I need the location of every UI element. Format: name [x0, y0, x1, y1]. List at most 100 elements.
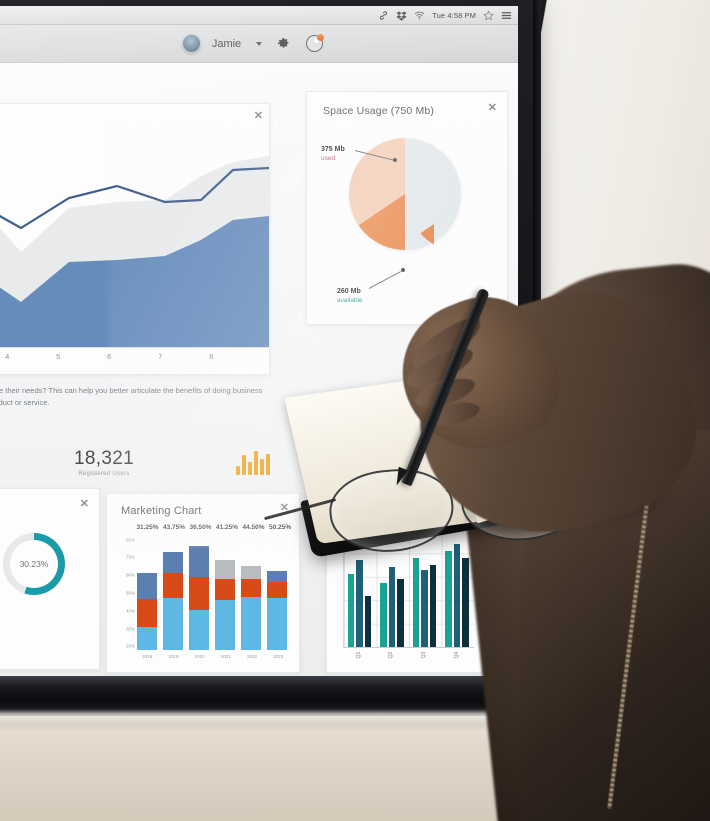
marketing-xtick: 2021 — [220, 654, 231, 659]
pie-leader-line — [368, 271, 402, 289]
targets-bar — [356, 560, 363, 647]
marketing-xaxis: 2018 2019 2020 2021 2022 2023 — [135, 654, 289, 664]
area-chart-axis — [0, 347, 269, 348]
marketing-pct: 31.25% — [136, 524, 159, 531]
targets-xaxis: Q1 Q2 Q3 Q4 — [343, 652, 474, 666]
marketing-ytick: 50% — [125, 590, 135, 596]
targets-xtick: Q1 — [355, 651, 362, 659]
pie-label-available: 260 Mb available — [337, 288, 363, 304]
marketing-pct: 36.50% — [189, 524, 212, 531]
avatar[interactable] — [181, 34, 201, 53]
targets-bar — [397, 579, 404, 647]
targets-bar — [364, 595, 372, 647]
kpi-value: 18,321 — [74, 447, 134, 469]
marketing-xtick: 2022 — [247, 654, 258, 659]
targets-bar — [429, 565, 437, 647]
targets-bar — [453, 544, 461, 647]
window-pane — [530, 0, 710, 720]
card-title-space: Space Usage (750 Mb) — [323, 105, 434, 117]
body-paragraph: ed what are their needs? This can help y… — [0, 386, 263, 407]
gear-icon[interactable] — [273, 34, 293, 54]
targets-bar — [421, 569, 428, 647]
area-xtick: 5 — [56, 352, 61, 361]
wifi-icon[interactable] — [414, 10, 425, 21]
laptop-screen: Tue 4:58 PM Jamie — [0, 6, 518, 678]
marketing-chart-card: Marketing Chart ✕ 31.25% 43.75% 36.50% 4… — [106, 493, 300, 673]
marketing-xtick: 2020 — [194, 654, 205, 659]
space-usage-pie — [349, 138, 462, 252]
area-series-blue — [0, 216, 269, 348]
close-icon[interactable]: ✕ — [253, 110, 263, 122]
dashboard-page: art - Visual 3 4 5 6 7 — [0, 63, 518, 678]
targets-bar — [347, 574, 355, 647]
marketing-pct: 43.75% — [162, 524, 186, 531]
targets-bar — [412, 558, 420, 647]
area-xtick: 4 — [5, 352, 10, 361]
close-icon[interactable]: ✕ — [79, 498, 89, 510]
marketing-bar — [241, 566, 262, 650]
area-chart-card: 3 4 5 6 7 8 ✕ — [0, 103, 270, 375]
area-xtick: 6 — [107, 352, 112, 361]
space-usage-card: Space Usage (750 Mb) ✕ 375 Mb used 260 M… — [306, 91, 508, 325]
marketing-yaxis: 80% 70% 60% 50% 40% 30% 20% — [117, 538, 135, 650]
area-chart-xticks: 3 4 5 6 7 8 — [0, 352, 269, 366]
close-icon[interactable]: ✕ — [279, 502, 289, 514]
star-icon[interactable] — [483, 9, 494, 21]
link-icon[interactable] — [378, 10, 389, 21]
marketing-bar — [267, 570, 288, 650]
pie-leader-dot — [393, 158, 397, 162]
area-chart-svg — [0, 156, 269, 348]
gauge-teal-value: 30.23% — [10, 540, 58, 588]
user-name-label[interactable]: Jamie — [211, 37, 242, 50]
sparkline-right — [235, 449, 270, 475]
globe-icon[interactable] — [304, 34, 324, 54]
marketing-ytick: 30% — [125, 626, 135, 632]
marketing-xtick: 2023 — [273, 654, 284, 659]
close-icon[interactable]: ✕ — [487, 102, 497, 114]
marketing-plot — [135, 540, 289, 650]
chevron-down-icon[interactable] — [256, 41, 263, 46]
marketing-xtick: 2019 — [168, 654, 179, 659]
os-menu-bar: Tue 4:58 PM — [0, 6, 518, 25]
pie-leader-dot — [401, 268, 405, 272]
laptop-base — [0, 676, 542, 716]
area-xtick: 8 — [209, 352, 214, 361]
card-title-marketing: Marketing Chart — [121, 505, 202, 517]
laptop: Tue 4:58 PM Jamie — [0, 0, 542, 728]
targets-xtick: Q3 — [421, 651, 428, 659]
targets-bar — [388, 567, 396, 647]
marketing-pct: 44.50% — [242, 524, 265, 531]
marketing-bar — [136, 573, 157, 650]
dropbox-icon[interactable] — [396, 10, 407, 21]
targets-chart-card: Targ — [326, 493, 483, 673]
marketing-bar — [215, 559, 236, 650]
pie-label-used: 375 Mb used — [321, 146, 345, 162]
laptop-base-lip — [0, 712, 542, 728]
kpi-label: Registered Users — [78, 470, 130, 477]
targets-plot — [343, 530, 474, 648]
app-toolbar: Jamie — [0, 25, 518, 63]
targets-bar — [380, 582, 387, 647]
gauge-teal: 30.23% — [3, 533, 65, 595]
marketing-bar — [188, 545, 209, 650]
registered-users-kpi: 18,321 Registered Users — [74, 448, 134, 477]
kpi-strip: 18,321 Registered Users — [0, 435, 278, 489]
marketing-ytick: 70% — [125, 554, 135, 560]
hamburger-menu-icon[interactable] — [501, 10, 512, 21]
targets-bar — [462, 558, 469, 647]
targets-xtick: Q4 — [453, 651, 460, 659]
area-series-line — [0, 166, 269, 230]
card-title-targets: Targ — [339, 505, 361, 517]
menubar-clock[interactable]: Tue 4:58 PM — [432, 10, 476, 20]
marketing-pct: 41.25% — [216, 524, 239, 531]
marketing-ytick: 20% — [125, 643, 135, 649]
marketing-ytick: 60% — [125, 572, 135, 578]
marketing-pct: 50.25% — [269, 524, 292, 531]
marketing-bar — [162, 552, 183, 650]
marketing-ytick: 80% — [125, 537, 135, 543]
marketing-ytick: 40% — [125, 608, 135, 614]
area-xtick: 7 — [158, 352, 163, 361]
gauges-card: d ✕ .86% 30.23% — [0, 488, 100, 670]
targets-bar — [445, 551, 452, 647]
